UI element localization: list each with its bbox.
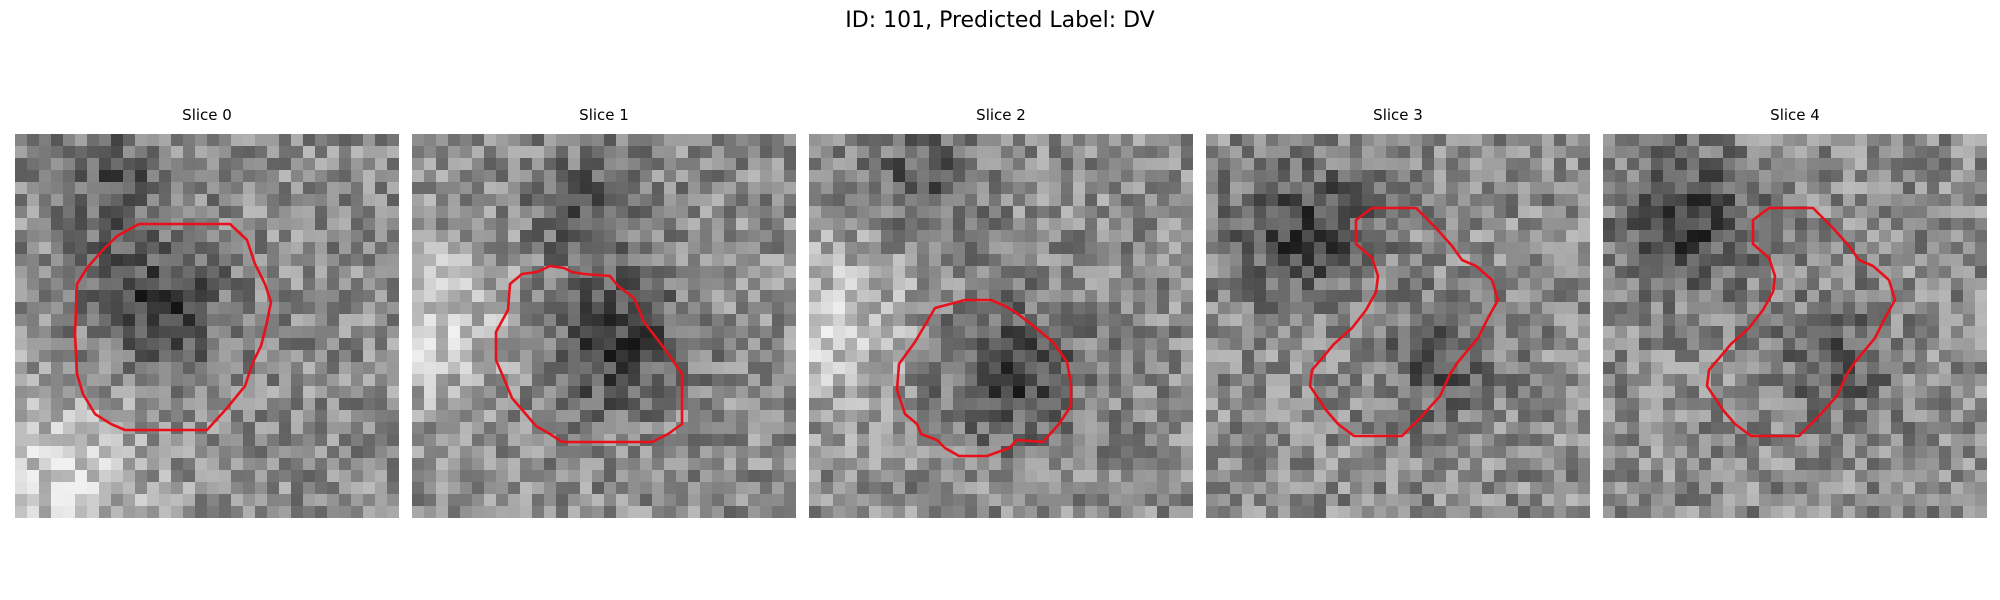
grayscale-image [809,134,1193,518]
segmentation-contour [1705,206,1897,438]
slice-image [412,134,796,518]
slice-title: Slice 1 [579,106,629,124]
segmentation-contour [1308,206,1500,438]
slice-image [809,134,1193,518]
grayscale-image [15,134,399,518]
slice-image [1603,134,1987,518]
slice-title: Slice 2 [976,106,1026,124]
figure-title: ID: 101, Predicted Label: DV [845,8,1155,33]
grayscale-image [1206,134,1590,518]
segmentation-contour [494,264,684,444]
segmentation-contour [895,298,1073,458]
grayscale-image [412,134,796,518]
grayscale-image [1603,134,1987,518]
slice-title: Slice 3 [1373,106,1423,124]
slice-title: Slice 0 [182,106,232,124]
slice-image [1206,134,1590,518]
slice-image [15,134,399,518]
slice-title: Slice 4 [1770,106,1820,124]
segmentation-contour [73,222,273,432]
